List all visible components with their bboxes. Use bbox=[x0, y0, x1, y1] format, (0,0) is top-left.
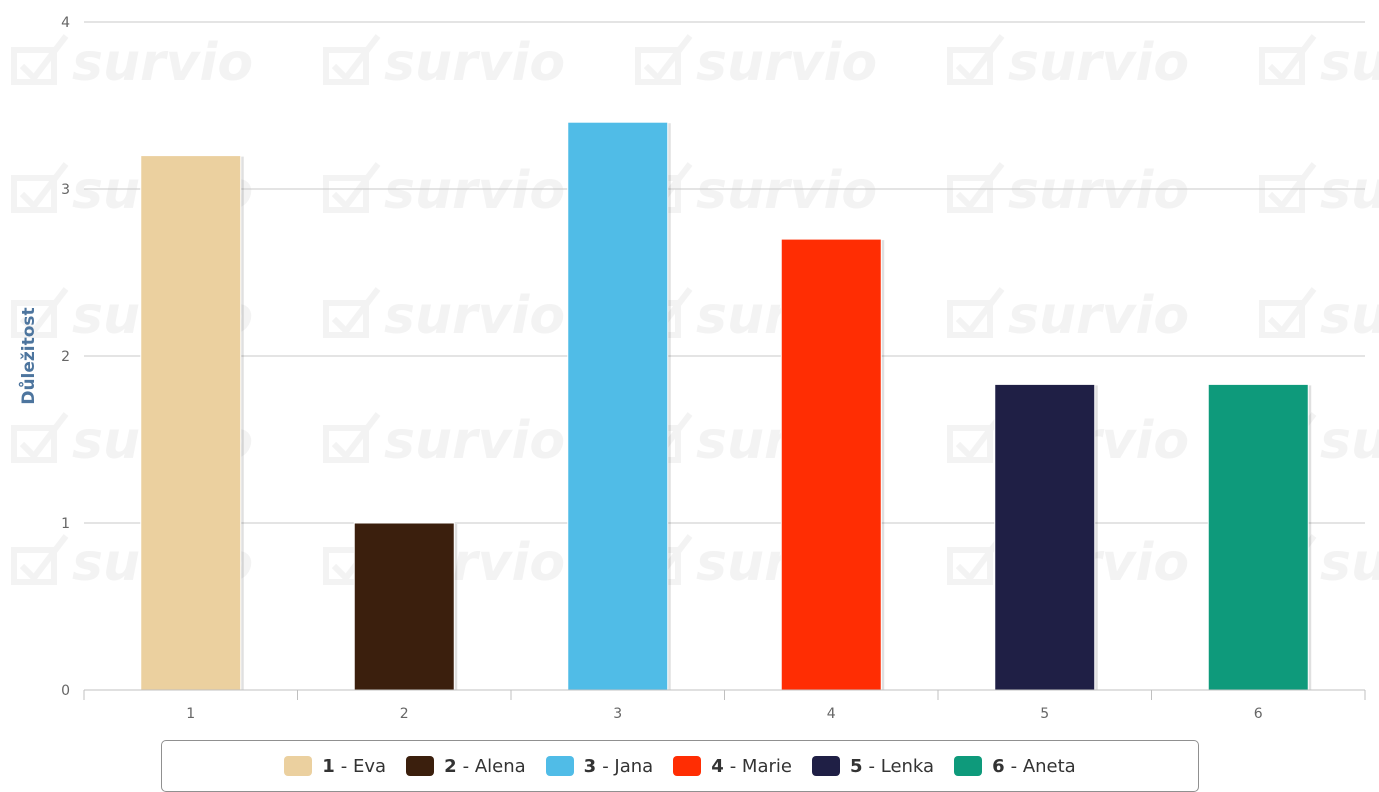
watermark-text: survio bbox=[384, 411, 565, 471]
watermark-text: survio bbox=[1008, 33, 1189, 93]
y-tick-label: 3 bbox=[61, 182, 70, 198]
legend-swatch bbox=[811, 756, 840, 776]
legend-number: 2 bbox=[444, 755, 457, 777]
bar-6[interactable] bbox=[1207, 383, 1309, 691]
checkbox-icon bbox=[947, 412, 1005, 463]
checkbox-icon bbox=[947, 534, 1005, 585]
legend-label: - Jana bbox=[602, 755, 654, 777]
checkbox-icon bbox=[11, 34, 69, 85]
watermark-text: survio bbox=[384, 161, 565, 221]
bars-layer bbox=[140, 121, 1312, 691]
watermark-text: survio bbox=[696, 33, 877, 93]
watermark-text: survio bbox=[72, 33, 253, 93]
x-tick-label: 1 bbox=[186, 706, 195, 722]
legend-label: - Eva bbox=[340, 755, 387, 777]
legend-swatch bbox=[545, 756, 574, 776]
y-tick-label: 0 bbox=[61, 683, 70, 699]
checkbox-icon bbox=[947, 162, 1005, 213]
bar-2[interactable] bbox=[353, 522, 455, 691]
watermark-text: survio bbox=[384, 286, 565, 346]
legend-item[interactable]: 6 - Aneta bbox=[954, 756, 1076, 777]
watermark-tile: survio bbox=[947, 286, 1189, 346]
checkbox-icon bbox=[947, 287, 1005, 338]
watermark-tile: survio bbox=[635, 33, 877, 93]
y-axis-title: Důležitost bbox=[17, 307, 39, 404]
y-tick-label: 2 bbox=[61, 349, 70, 365]
y-tick-label: 4 bbox=[61, 15, 70, 31]
legend-label: - Aneta bbox=[1010, 755, 1076, 777]
legend-item[interactable]: 4 - Marie bbox=[673, 756, 792, 777]
x-tick-label: 5 bbox=[1040, 706, 1049, 722]
checkbox-icon bbox=[1259, 162, 1317, 213]
x-tick-label: 3 bbox=[613, 706, 622, 722]
legend-label: - Marie bbox=[729, 755, 792, 777]
checkbox-icon bbox=[1259, 34, 1317, 85]
checkbox-icon bbox=[1259, 287, 1317, 338]
checkbox-icon bbox=[323, 287, 381, 338]
watermark-tile: survio bbox=[1259, 286, 1379, 346]
legend-item[interactable]: 2 - Alena bbox=[406, 756, 526, 777]
watermark-text: survio bbox=[1008, 161, 1189, 221]
checkbox-icon bbox=[11, 162, 69, 213]
legend-number: 5 bbox=[849, 755, 863, 777]
legend-item[interactable]: 1 - Eva bbox=[284, 756, 386, 777]
legend-number: 4 bbox=[711, 755, 724, 777]
grid-layer bbox=[84, 21, 1365, 524]
watermark-text: survio bbox=[1320, 161, 1379, 221]
watermark-tile: survio bbox=[947, 161, 1189, 221]
watermark-text: survio bbox=[1320, 411, 1379, 471]
bar-5[interactable] bbox=[994, 383, 1096, 691]
watermark-tile: survio bbox=[1259, 33, 1379, 93]
watermark-text: survio bbox=[1008, 286, 1189, 346]
watermark-text: survio bbox=[1320, 533, 1379, 593]
legend-number: 6 bbox=[992, 755, 1005, 777]
x-tick-label: 2 bbox=[400, 706, 409, 722]
legend-label: - Alena bbox=[462, 755, 526, 777]
watermark-text: survio bbox=[1320, 286, 1379, 346]
legend-label: - Lenka bbox=[868, 755, 935, 777]
watermark-tile: survio bbox=[947, 33, 1189, 93]
watermark-text: survio bbox=[384, 33, 565, 93]
axis-layer: 0 1 2 3 4 1 2 3 4 5 6 bbox=[61, 15, 1366, 722]
watermark-tile: survio bbox=[323, 161, 565, 221]
legend-item[interactable]: 3 - Jana bbox=[545, 755, 654, 777]
checkbox-icon bbox=[947, 34, 1005, 85]
bar-4[interactable] bbox=[780, 238, 882, 691]
x-tick-label: 6 bbox=[1254, 706, 1263, 722]
watermark-tile: survio bbox=[323, 411, 565, 471]
legend-swatch bbox=[954, 756, 983, 776]
watermark-text: survio bbox=[696, 161, 877, 221]
watermark-tile: survio bbox=[11, 33, 253, 93]
watermark-text: survio bbox=[1320, 33, 1379, 93]
checkbox-icon bbox=[11, 412, 69, 463]
checkbox-icon bbox=[11, 534, 69, 585]
legend-swatch bbox=[673, 756, 702, 776]
checkbox-icon bbox=[635, 34, 693, 85]
chart-legend: 1 - Eva 2 - Alena 3 - Jana 4 - Marie 5 - Len… bbox=[161, 740, 1199, 792]
bar-3[interactable] bbox=[567, 121, 669, 691]
checkbox-icon bbox=[323, 162, 381, 213]
legend-number: 1 bbox=[322, 755, 335, 777]
checkbox-icon bbox=[11, 287, 69, 338]
legend-number: 3 bbox=[583, 755, 597, 777]
watermark-tile: survio bbox=[635, 161, 877, 221]
watermark-tile: survio bbox=[323, 33, 565, 93]
y-tick-label: 1 bbox=[61, 516, 70, 532]
watermark-tile: survio bbox=[323, 286, 565, 346]
legend-item[interactable]: 5 - Lenka bbox=[811, 755, 935, 777]
legend-swatch bbox=[284, 756, 313, 776]
x-tick-label: 4 bbox=[827, 706, 836, 722]
watermark-tile: survio bbox=[1259, 161, 1379, 221]
bar-1[interactable] bbox=[140, 155, 242, 691]
checkbox-icon bbox=[323, 34, 381, 85]
legend-swatch bbox=[406, 756, 435, 776]
checkbox-icon bbox=[323, 412, 381, 463]
